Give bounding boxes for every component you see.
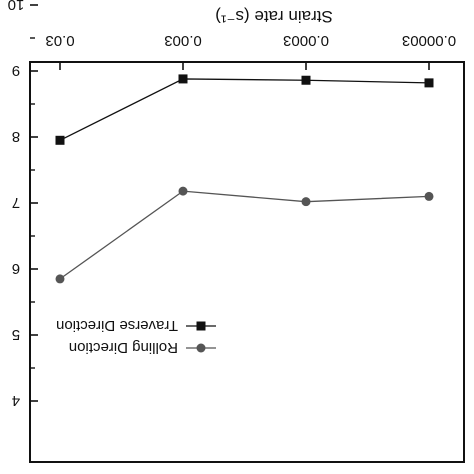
data-point [55, 274, 65, 284]
legend-marker [196, 321, 206, 331]
data-point [55, 135, 65, 145]
y-tick-label: 6 [12, 260, 20, 277]
data-point [178, 186, 188, 196]
y-tick-label: 5 [12, 326, 20, 343]
y-axis-ticks: 4 5 6 7 8 9 10 [8, 0, 38, 409]
y-tick-label: 10 [8, 0, 25, 13]
data-point [424, 191, 434, 201]
data-point [424, 78, 434, 88]
x-tick-label: 0.003 [164, 32, 202, 49]
series-line-2 [59, 78, 430, 141]
series-line-1 [59, 190, 430, 280]
y-tick-label: 7 [12, 194, 20, 211]
plot-frame [29, 61, 465, 463]
series-layer [55, 74, 434, 284]
x-axis-title: Strain rate (s⁻¹) [215, 7, 333, 26]
legend-label: Rolling Direction [69, 339, 178, 356]
data-point [301, 197, 311, 207]
legend-label: Traverse Direction [56, 317, 178, 334]
x-axis-ticks: 0.00003 0.0003 0.003 0.03 [45, 32, 456, 70]
y-tick-label: 4 [12, 392, 20, 409]
legend-marker [196, 343, 206, 353]
data-point [301, 75, 311, 85]
legend: Rolling Direction Traverse Direction [56, 317, 216, 356]
y-tick-label: 9 [12, 62, 20, 79]
x-tick-label: 0.03 [45, 32, 74, 49]
data-point [178, 74, 188, 84]
rotated-plot-group: 0.00003 0.0003 0.003 0.03 4 5 6 7 8 9 10 Rolling … [8, 0, 465, 463]
y-tick-label: 8 [12, 128, 20, 145]
x-tick-label: 0.00003 [402, 32, 456, 49]
x-tick-label: 0.0003 [283, 32, 329, 49]
